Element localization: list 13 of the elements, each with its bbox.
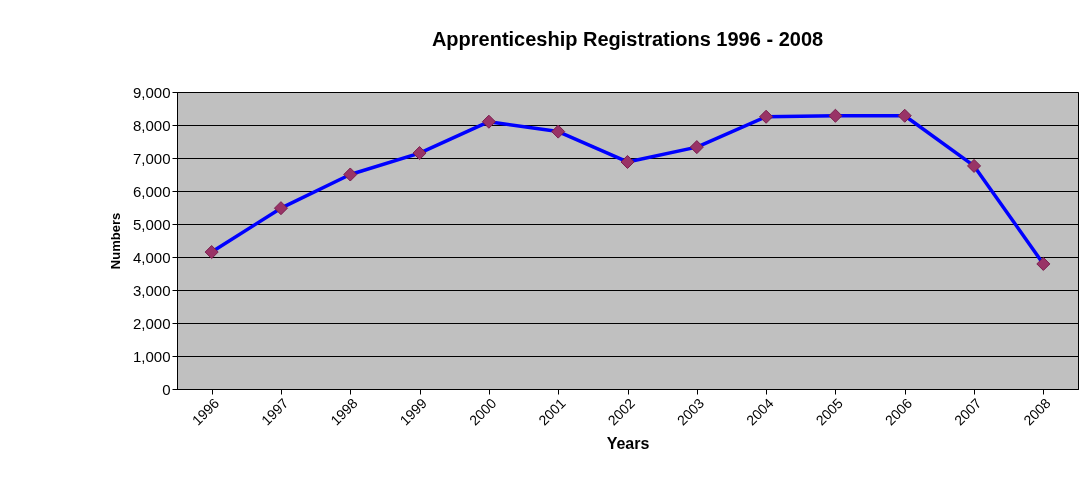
y-tick-label: 4,000 [132,248,171,266]
x-axis-title: Years [606,435,650,453]
y-tick-label: 2,000 [132,314,171,332]
y-tick-label: 7,000 [132,149,171,167]
y-tick-label: 5,000 [132,215,171,233]
chart-title: Apprenticeship Registrations 1996 - 2008 [431,28,824,50]
y-tick-label: 0 [162,380,171,398]
y-tick-label: 3,000 [132,281,171,299]
y-tick-label: 1,000 [132,347,171,365]
y-tick-label: 8,000 [132,116,171,134]
y-tick-label: 9,000 [132,83,171,101]
y-axis-title: Numbers [107,212,123,270]
y-tick-label: 6,000 [132,182,171,200]
